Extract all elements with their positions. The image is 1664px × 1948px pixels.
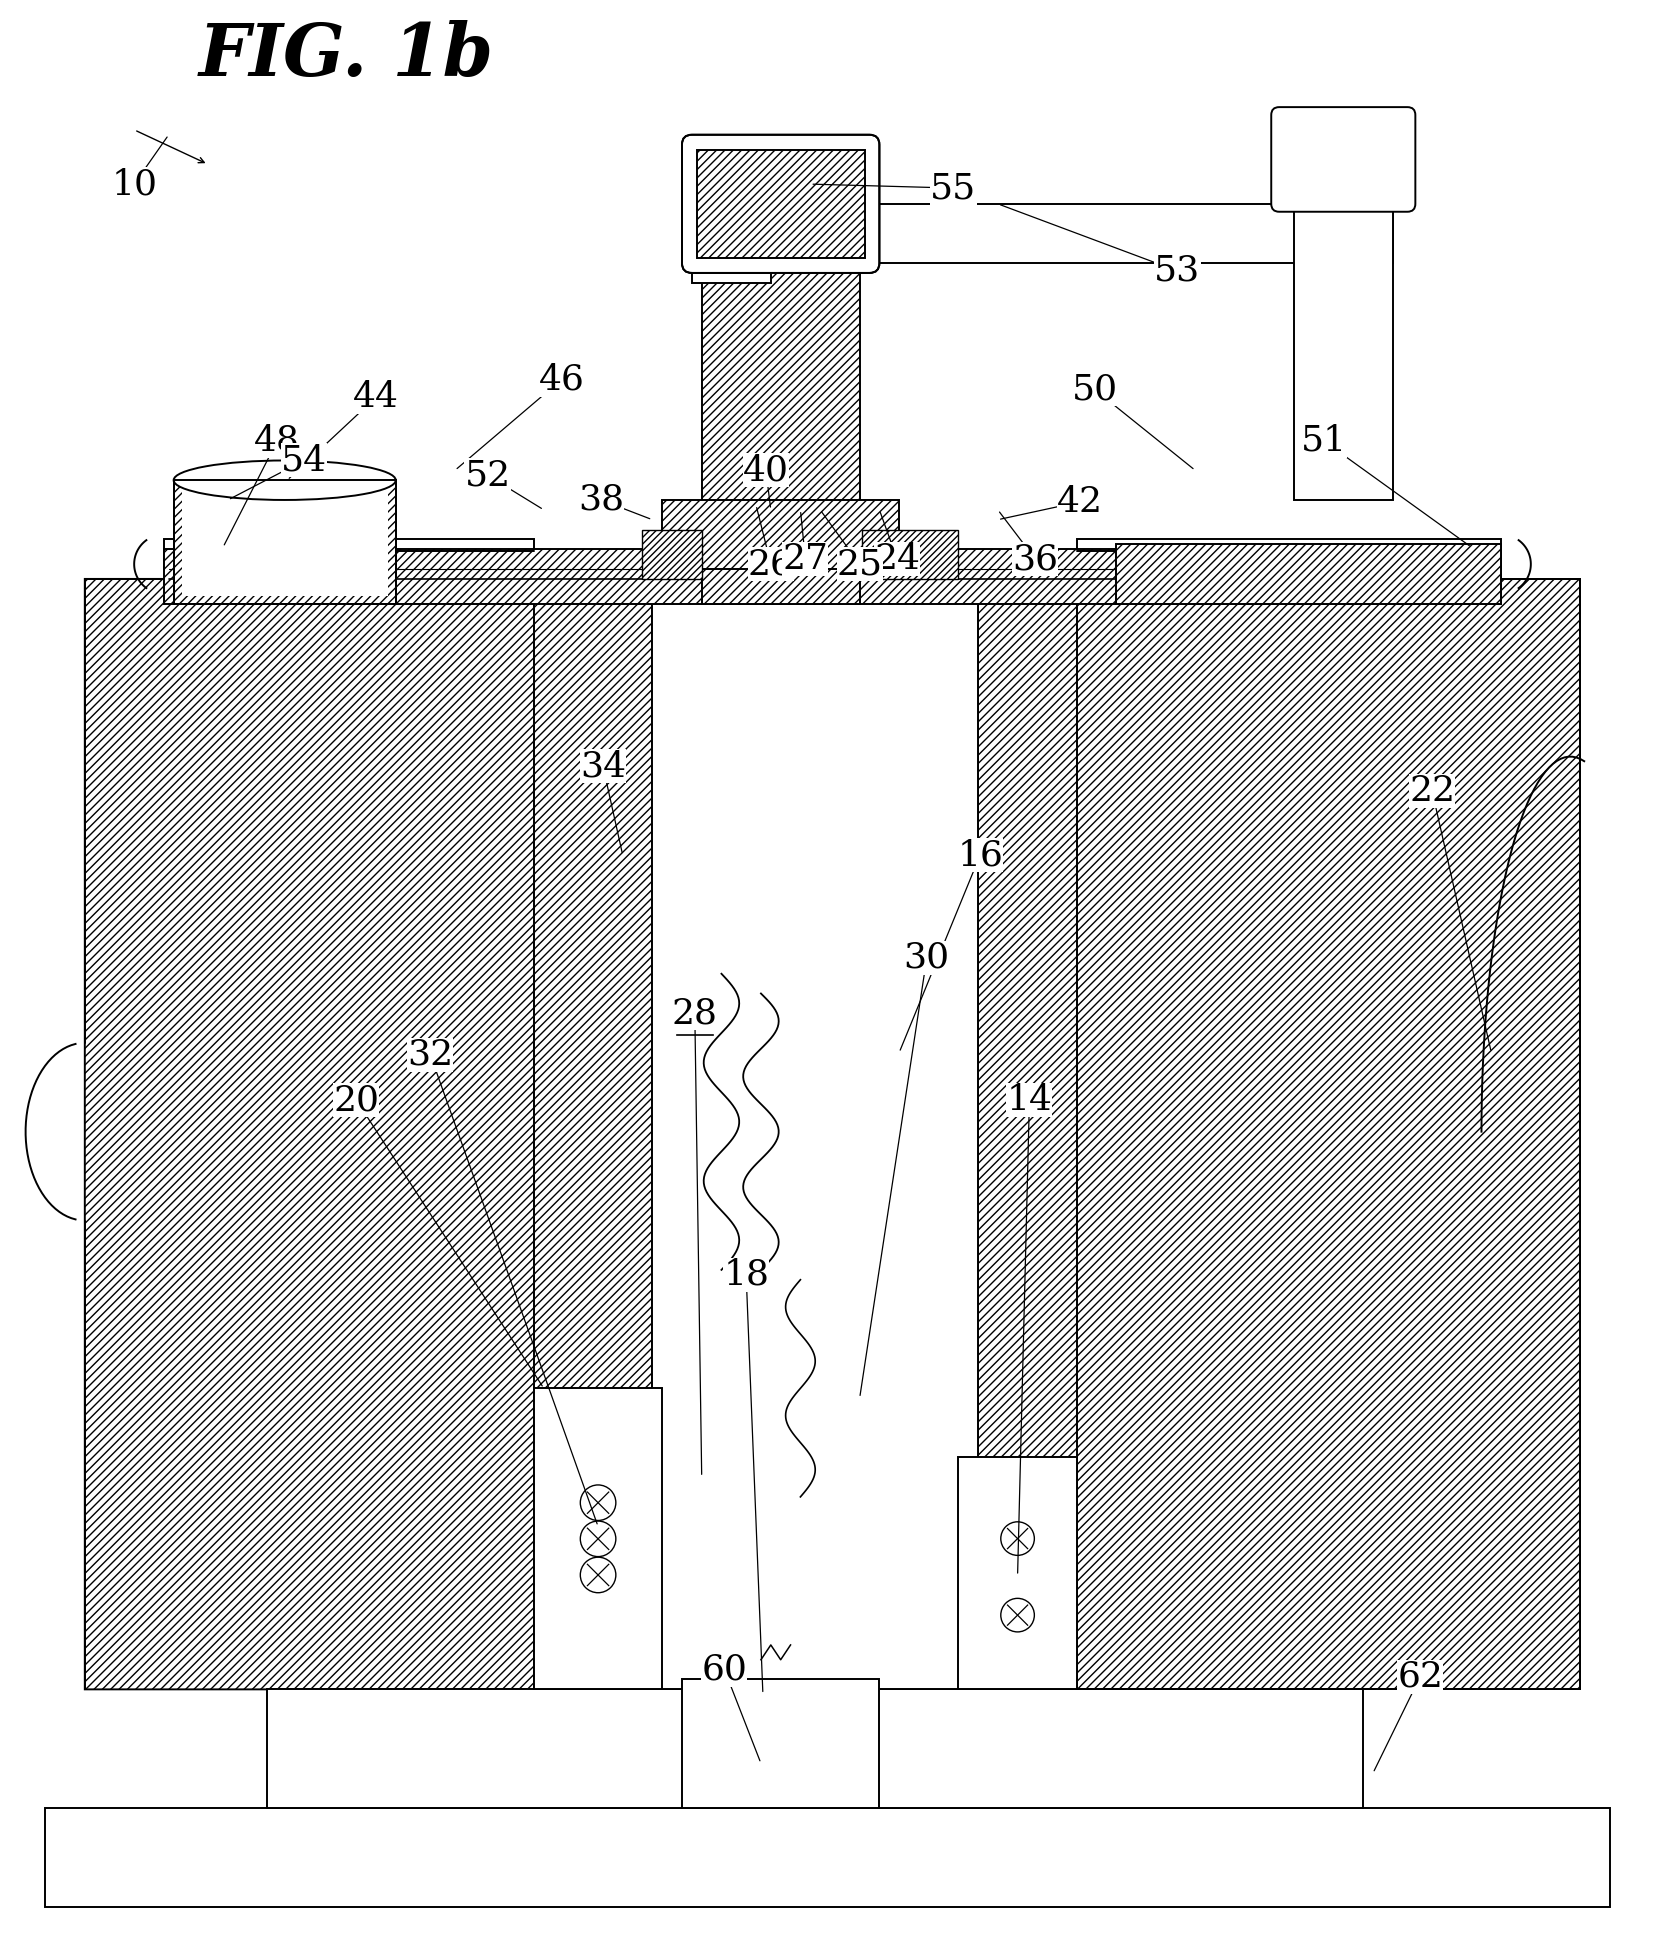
Circle shape (1000, 1521, 1033, 1555)
Bar (173, 481, 396, 604)
Bar (642, 530, 701, 579)
Text: 42: 42 (1057, 485, 1102, 518)
Polygon shape (85, 579, 622, 1689)
FancyBboxPatch shape (682, 134, 879, 273)
Text: 44: 44 (353, 380, 399, 415)
Bar (534, 1389, 662, 1689)
Text: 22: 22 (1408, 773, 1454, 808)
Bar (958, 1457, 1077, 1689)
Text: 32: 32 (408, 1038, 453, 1071)
Circle shape (1000, 1599, 1033, 1632)
Bar (163, 549, 1501, 604)
Text: 27: 27 (782, 542, 827, 577)
Bar (85, 579, 534, 1689)
Text: FIG. 1b: FIG. 1b (198, 19, 493, 90)
Bar (1115, 543, 1501, 604)
Text: 38: 38 (577, 483, 624, 516)
Text: 51: 51 (1300, 425, 1346, 458)
Text: 54: 54 (281, 444, 326, 477)
Text: 16: 16 (957, 838, 1002, 873)
Text: 26: 26 (747, 547, 794, 581)
Bar (692, 205, 770, 282)
Bar (682, 1679, 879, 1808)
Text: 55: 55 (930, 171, 977, 205)
Text: 40: 40 (742, 454, 789, 487)
Bar (173, 481, 396, 604)
Circle shape (581, 1484, 616, 1521)
Text: 48: 48 (255, 425, 300, 458)
Text: 34: 34 (579, 750, 626, 783)
Bar (163, 540, 534, 569)
Text: 18: 18 (722, 1258, 769, 1292)
Bar (701, 263, 859, 604)
Bar (721, 1689, 800, 1808)
Text: 25: 25 (835, 547, 882, 581)
Bar (534, 579, 652, 1689)
Circle shape (581, 1556, 616, 1593)
Bar (1057, 579, 1579, 1689)
Bar (860, 530, 958, 579)
Text: 53: 53 (1153, 253, 1200, 288)
Bar (45, 1808, 1609, 1907)
Bar (692, 205, 1391, 263)
Bar (1077, 540, 1501, 569)
Text: 28: 28 (671, 995, 717, 1030)
Bar (181, 481, 388, 596)
Text: 50: 50 (1072, 372, 1117, 407)
Text: 46: 46 (537, 362, 584, 397)
Text: 52: 52 (464, 458, 511, 493)
Bar (1293, 205, 1391, 501)
Text: 10: 10 (111, 168, 156, 201)
Text: 24: 24 (874, 542, 920, 577)
Text: 20: 20 (333, 1083, 379, 1116)
Text: 62: 62 (1396, 1660, 1443, 1693)
Bar (977, 579, 1077, 1689)
Circle shape (581, 1521, 616, 1556)
Bar (662, 501, 899, 569)
Text: 36: 36 (1012, 542, 1058, 577)
Ellipse shape (173, 460, 396, 501)
Text: 60: 60 (701, 1652, 747, 1687)
FancyBboxPatch shape (1271, 107, 1414, 212)
Text: 30: 30 (904, 941, 948, 974)
Polygon shape (977, 579, 1579, 1689)
Bar (652, 579, 977, 1689)
Text: 14: 14 (1005, 1083, 1052, 1116)
Bar (696, 150, 864, 259)
Bar (268, 1689, 1363, 1808)
